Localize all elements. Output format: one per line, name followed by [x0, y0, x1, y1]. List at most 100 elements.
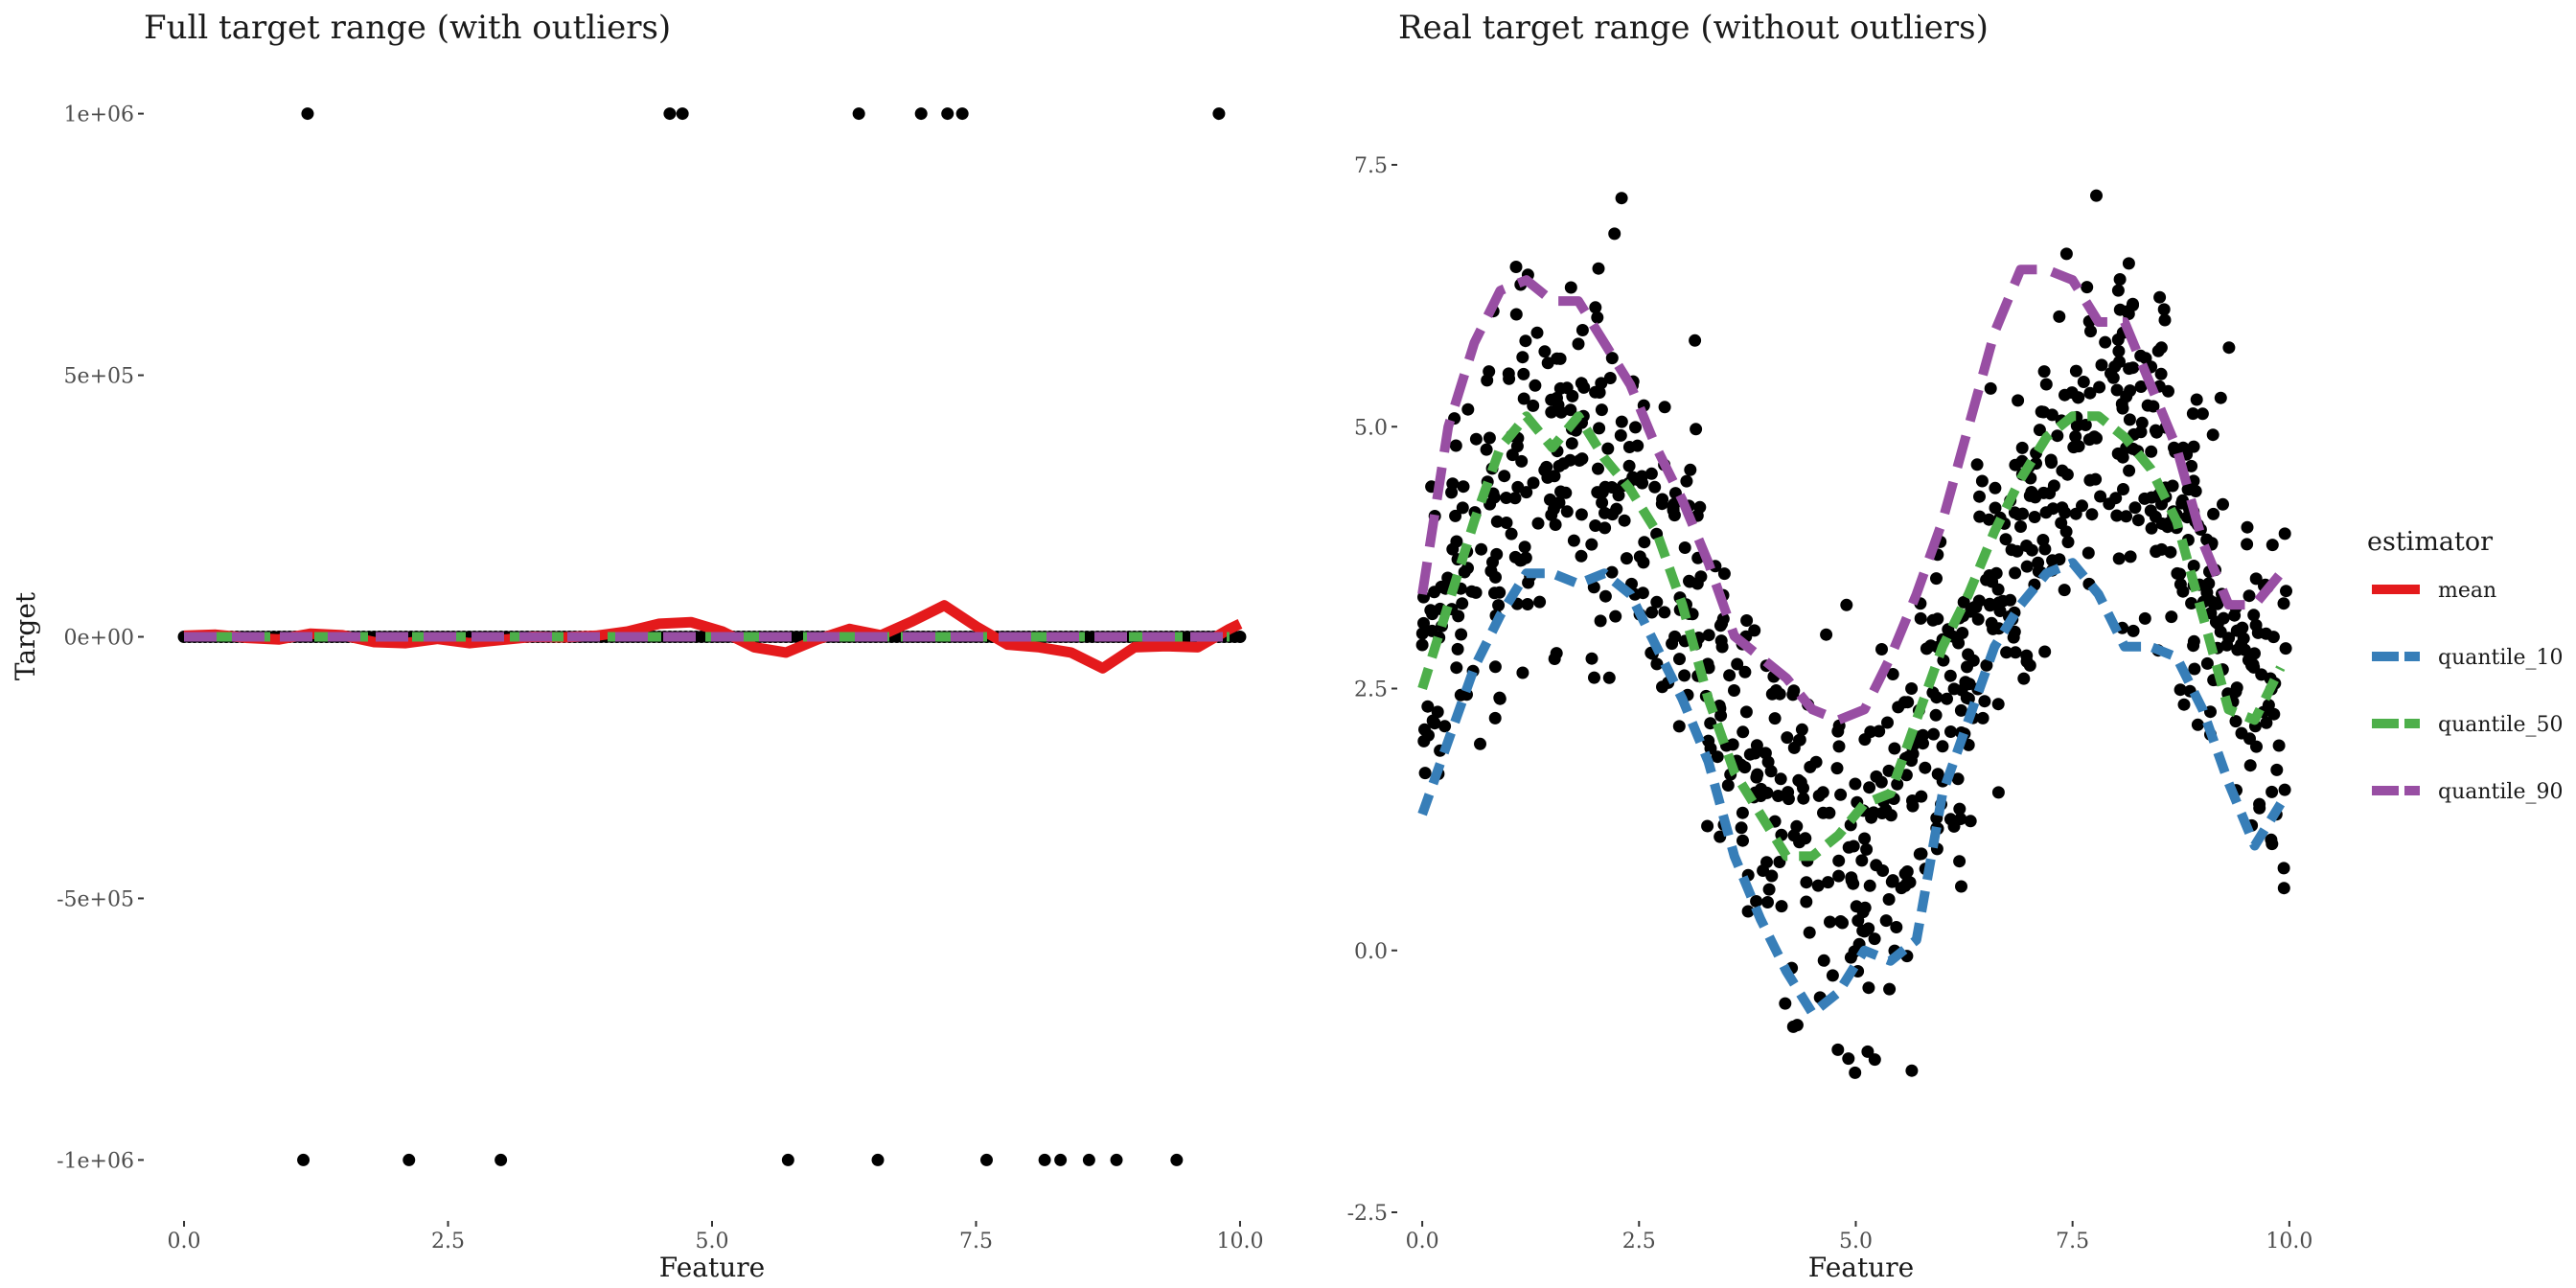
data-point — [1598, 589, 1612, 603]
data-point — [2278, 783, 2291, 796]
data-point — [2272, 739, 2286, 752]
data-point — [2247, 609, 2261, 622]
data-point — [2165, 610, 2178, 624]
data-point — [1723, 669, 1736, 682]
data-point — [1900, 865, 1914, 878]
data-point — [2230, 624, 2243, 637]
data-point — [1823, 806, 1836, 819]
data-point — [1609, 610, 1622, 623]
data-point — [2187, 634, 2200, 648]
data-point — [1527, 476, 1540, 490]
data-point — [2189, 485, 2202, 497]
data-point — [2059, 525, 2073, 539]
data-point — [1849, 777, 1862, 791]
data-point — [2242, 589, 2256, 603]
outlier-point-high — [914, 107, 928, 121]
data-point — [2253, 801, 2266, 815]
data-point — [2009, 646, 2022, 659]
data-point — [2124, 384, 2137, 398]
data-point — [1842, 1052, 1855, 1066]
data-point — [1721, 779, 1735, 792]
data-point — [1690, 423, 1703, 436]
data-point — [1553, 381, 1567, 395]
data-point — [2157, 303, 2171, 316]
p0-ytick-label: 0e+00 — [64, 627, 134, 651]
data-point — [2229, 715, 2242, 728]
data-point — [2270, 763, 2284, 776]
data-point — [1509, 308, 1523, 321]
data-point — [2110, 383, 2124, 397]
data-point — [1673, 653, 1686, 666]
data-point — [2171, 566, 2184, 580]
data-point — [1787, 829, 1801, 842]
data-point — [1672, 720, 1686, 733]
panel-left-ylabel: Target — [10, 591, 41, 680]
p0-xtick-label: 0.0 — [168, 1230, 201, 1254]
data-point — [1603, 372, 1617, 384]
data-point — [2122, 257, 2135, 270]
data-point — [1638, 536, 1651, 549]
data-point — [1690, 577, 1704, 590]
data-point — [1591, 310, 1604, 324]
data-point — [1622, 441, 1636, 453]
data-point — [2145, 445, 2158, 458]
data-point — [1418, 723, 1431, 736]
legend-item-quantile_50: quantile_50 — [2372, 713, 2563, 737]
p1-xtick-label: 2.5 — [1622, 1230, 1656, 1254]
data-point — [1973, 490, 1986, 503]
data-point — [2147, 400, 2160, 413]
data-point — [1544, 493, 1556, 506]
data-point — [1975, 474, 1989, 488]
data-point — [1629, 421, 1642, 434]
data-point — [1906, 799, 1920, 813]
data-point — [1834, 788, 1848, 801]
data-point — [1830, 762, 1844, 775]
data-point — [1973, 510, 1987, 523]
data-point — [2250, 740, 2263, 753]
p0-xtick-label: 7.5 — [959, 1230, 993, 1254]
outlier-point-low — [781, 1153, 794, 1166]
data-point — [2241, 520, 2254, 534]
data-point — [1658, 401, 1671, 414]
data-point — [1755, 782, 1768, 795]
data-point — [2124, 550, 2137, 564]
data-point — [1913, 847, 1926, 861]
data-point — [1811, 879, 1825, 892]
data-point — [1891, 777, 1904, 791]
data-point — [1450, 661, 1463, 675]
data-point — [1736, 725, 1750, 739]
data-point — [1976, 711, 1990, 724]
data-point — [1650, 657, 1664, 671]
data-point — [1431, 705, 1444, 719]
data-point — [1743, 748, 1757, 761]
data-point — [2235, 726, 2248, 740]
data-point — [1772, 790, 1784, 802]
outlier-point-high — [852, 107, 865, 121]
data-point — [2207, 507, 2220, 520]
data-point — [1510, 440, 1524, 453]
data-point — [1831, 1043, 1845, 1056]
data-point — [1656, 493, 1669, 506]
data-point — [1520, 486, 1533, 499]
data-point — [1991, 698, 2005, 711]
data-point — [1937, 654, 1950, 667]
data-point — [1614, 428, 1627, 442]
data-point — [1901, 696, 1915, 709]
data-point — [1605, 352, 1619, 365]
data-point — [2266, 631, 2280, 644]
panel-left-axes: 0.0 2.5 5.0 7.5 10.0 1e+06 5e+05 0e+00 -5e+05 -1e… — [57, 104, 1263, 1254]
data-point — [1927, 727, 1941, 741]
legend-item-mean: mean — [2372, 579, 2496, 603]
data-point — [1554, 405, 1568, 419]
data-point — [1832, 740, 1846, 753]
data-point — [2131, 514, 2145, 527]
data-point — [1595, 403, 1608, 417]
panel-left-title: Full target range (with outliers) — [144, 9, 671, 47]
data-point — [2191, 718, 2204, 731]
data-point — [2158, 313, 2172, 327]
data-point — [1741, 905, 1755, 918]
data-point — [1978, 695, 1991, 708]
p0-ytick-label: -1e+06 — [57, 1149, 134, 1173]
data-point — [1446, 477, 1460, 491]
data-point — [2070, 419, 2083, 432]
